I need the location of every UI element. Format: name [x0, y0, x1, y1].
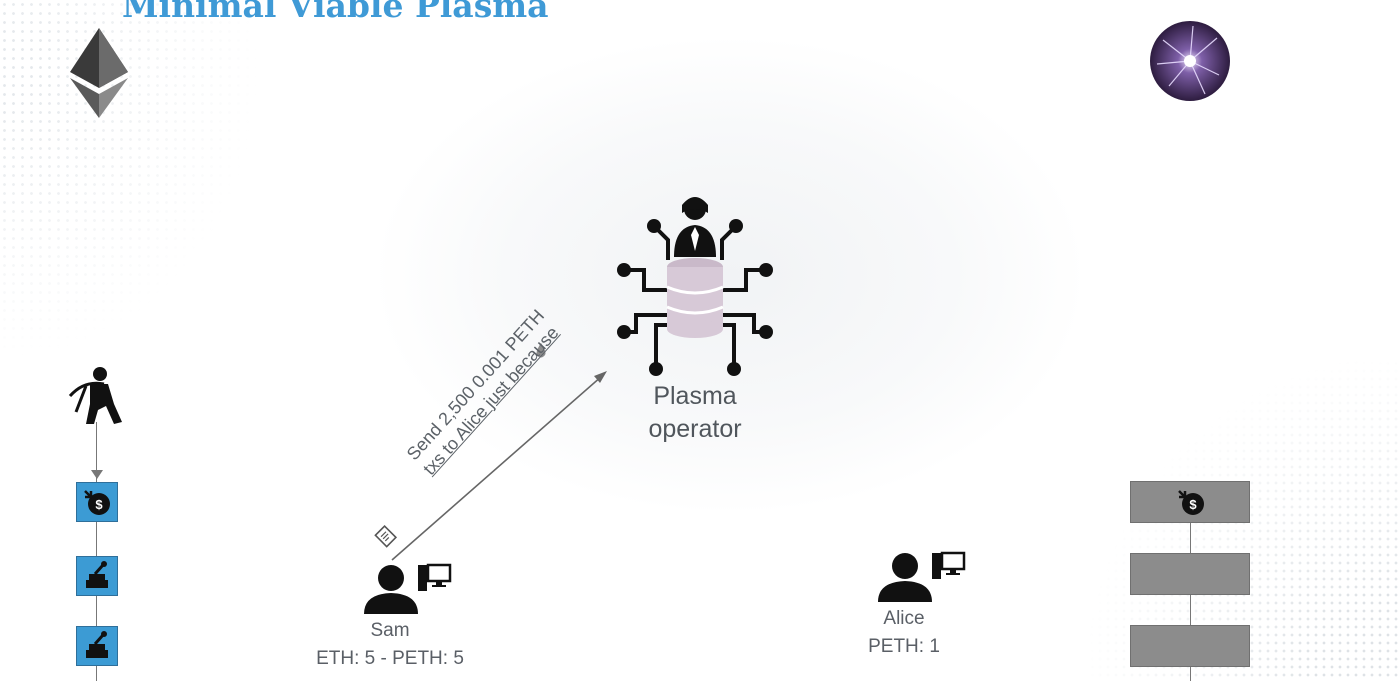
transaction-arrow [391, 371, 607, 561]
plasma-operator-icon [617, 197, 773, 376]
sam-user-icon [364, 563, 452, 614]
coin-deposit-icon: $ [1178, 490, 1204, 515]
user-icon [878, 553, 932, 602]
ethereum-logo-icon [70, 28, 128, 118]
plasma-chain-line [1190, 522, 1191, 681]
coin-deposit-icon: $ [84, 490, 110, 515]
computer-icon [932, 551, 966, 579]
circuit-icon [628, 226, 762, 367]
smart-contract-icon [86, 561, 108, 588]
operator-label-line1: Plasma [653, 382, 737, 410]
ethereum-block-contract-2 [76, 626, 118, 666]
chain-arrow-icon [91, 470, 103, 479]
miner-icon [68, 367, 122, 424]
operator-person-icon [674, 197, 716, 257]
ethereum-chain-line [96, 422, 97, 681]
sam-balance: ETH: 5 - PETH: 5 [316, 648, 464, 669]
alice-user-icon [878, 551, 966, 602]
sam-name: Sam [370, 620, 410, 641]
plasma-block-3 [1130, 625, 1250, 667]
ethereum-block-deposit: $ [76, 482, 118, 522]
ethereum-block-contract-1 [76, 556, 118, 596]
dot-pattern-left [0, 0, 260, 360]
world-map-background [380, 40, 1080, 510]
plasma-ball-logo-icon [1150, 21, 1230, 101]
smart-contract-icon [86, 631, 108, 658]
alice-balance: PETH: 1 [868, 636, 940, 657]
alice-name: Alice [883, 608, 925, 629]
drop-marker-icon [536, 343, 546, 358]
plasma-block-deposit: $ [1130, 481, 1250, 523]
plasma-block-2 [1130, 553, 1250, 595]
svg-text:$: $ [1189, 497, 1197, 512]
transaction-doc-icon [374, 524, 398, 548]
operator-label-line2: operator [648, 415, 742, 443]
slide-title: Minimal Viable Plasma [122, 0, 549, 25]
computer-icon [418, 563, 452, 591]
plasma-operator-label: Plasma operator [600, 380, 790, 446]
database-icon [666, 258, 724, 338]
user-icon [364, 565, 418, 614]
svg-text:$: $ [95, 497, 103, 512]
